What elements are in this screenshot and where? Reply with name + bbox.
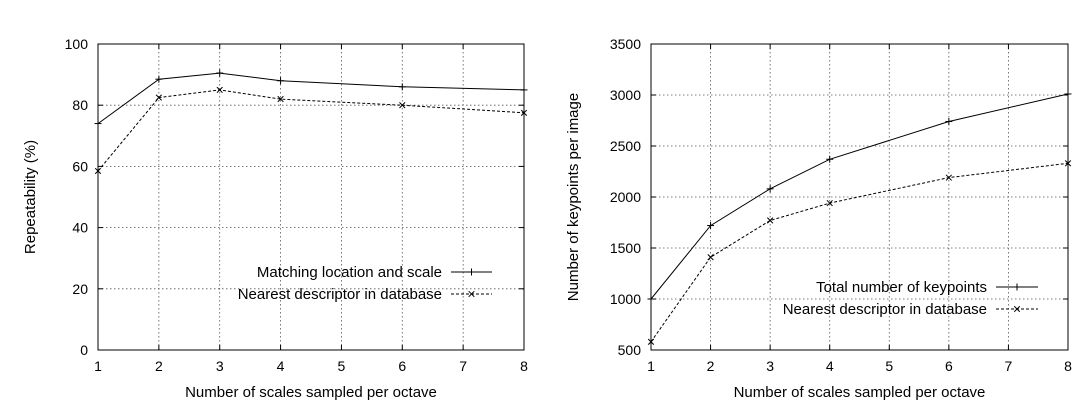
marker-d2 [766, 217, 774, 224]
legend-label: Matching location and scale [257, 264, 442, 281]
marker-d2 [155, 94, 163, 101]
marker-d2 [216, 86, 223, 94]
y-tick-label: 3000 [610, 87, 641, 103]
data-point [766, 185, 774, 193]
y-tick-label: 1500 [610, 240, 641, 256]
series-line [97, 89, 525, 172]
x-tick-label: 6 [945, 358, 953, 374]
legend-label: Total number of keypoints [816, 279, 987, 296]
data-point [399, 102, 406, 109]
y-axis-label: Repeatability (%) [22, 140, 39, 254]
series-1 [94, 69, 528, 128]
chart-panel-2: 1 2 3 4 5 6 7 8 500 1000 1500 2000 2500 3000 3500 Numbe… [565, 36, 1072, 401]
x-tick-label: 4 [277, 358, 285, 374]
data-point [520, 86, 528, 94]
data-point [945, 174, 953, 181]
marker-d2 [707, 254, 714, 261]
data-point [468, 268, 475, 276]
data-point [94, 120, 102, 128]
series-line [97, 72, 525, 125]
series-1 [647, 90, 1072, 303]
legend-label: Nearest descriptor in database [238, 286, 442, 303]
y-tick-label: 1000 [610, 291, 641, 307]
x-tick-label: 1 [647, 358, 655, 374]
y-axis-label: Number of keypoints per image [565, 93, 582, 301]
y-tick-label: 60 [72, 158, 88, 174]
x-tick-label: 5 [338, 358, 346, 374]
y-axis: 0 20 40 60 80 100 [65, 36, 524, 358]
x-tick-label: 2 [707, 358, 715, 374]
x-tick-label: 2 [155, 358, 163, 374]
y-tick-label: 3500 [610, 36, 641, 52]
data-point [1064, 160, 1072, 167]
series-2 [94, 86, 528, 175]
x-tick-label: 5 [885, 358, 893, 374]
legend: Total number of keypoints Nearest descrip… [783, 279, 1038, 318]
data-point [216, 69, 224, 77]
y-tick-label: 80 [72, 97, 88, 113]
marker-d2 [520, 109, 528, 117]
data-point [766, 217, 774, 224]
marker-d2 [277, 95, 284, 103]
data-point [520, 109, 528, 117]
data-point [707, 222, 715, 230]
x-axis: 1 2 3 4 5 6 7 8 [647, 44, 1072, 374]
marker-d2 [826, 199, 833, 207]
marker-d2 [468, 290, 475, 298]
x-tick-label: 1 [94, 358, 102, 374]
x-axis: 1 2 3 4 5 6 7 8 [94, 44, 528, 374]
data-point [1013, 283, 1021, 291]
x-tick-label: 3 [766, 358, 774, 374]
data-point [277, 95, 284, 103]
data-point [216, 86, 223, 94]
data-point [647, 295, 655, 303]
data-point [468, 290, 475, 298]
marker-d2 [399, 102, 406, 109]
x-tick-label: 4 [826, 358, 834, 374]
data-point [94, 167, 102, 175]
data-point [707, 254, 714, 261]
y-tick-label: 2500 [610, 138, 641, 154]
x-tick-label: 3 [216, 358, 224, 374]
data-point [1064, 90, 1072, 98]
data-point [277, 77, 285, 85]
y-tick-label: 20 [72, 281, 88, 297]
series-2 [647, 160, 1072, 345]
data-point [155, 75, 163, 83]
y-tick-label: 0 [80, 342, 88, 358]
x-tick-label: 7 [1005, 358, 1013, 374]
series-line [650, 162, 1069, 343]
x-tick-label: 7 [459, 358, 467, 374]
data-point [1013, 305, 1021, 313]
y-tick-label: 40 [72, 220, 88, 236]
marker-d2 [945, 174, 953, 181]
marker-d2 [94, 167, 102, 175]
x-tick-label: 8 [1064, 358, 1072, 374]
plot-frame [97, 43, 525, 351]
y-axis: 500 1000 1500 2000 2500 3000 3500 [610, 36, 1068, 358]
x-axis-label: Number of scales sampled per octave [185, 384, 437, 401]
grid [98, 44, 524, 350]
x-tick-label: 8 [520, 358, 528, 374]
grid [651, 44, 1068, 350]
y-tick-label: 100 [65, 36, 89, 52]
y-tick-label: 2000 [610, 189, 641, 205]
marker-d2 [1013, 305, 1021, 313]
x-axis-label: Number of scales sampled per octave [734, 384, 986, 401]
data-point [398, 83, 406, 91]
data-point [826, 155, 834, 163]
marker-d2 [1064, 160, 1072, 167]
legend: Matching location and scale Nearest descr… [238, 264, 492, 303]
legend-label: Nearest descriptor in database [783, 301, 987, 318]
data-point [155, 94, 163, 101]
y-tick-label: 500 [618, 342, 642, 358]
marker-d2 [647, 338, 655, 345]
series-line [650, 93, 1069, 300]
data-point [826, 199, 833, 207]
data-point [945, 118, 953, 126]
x-tick-label: 6 [398, 358, 406, 374]
data-point [647, 338, 655, 345]
